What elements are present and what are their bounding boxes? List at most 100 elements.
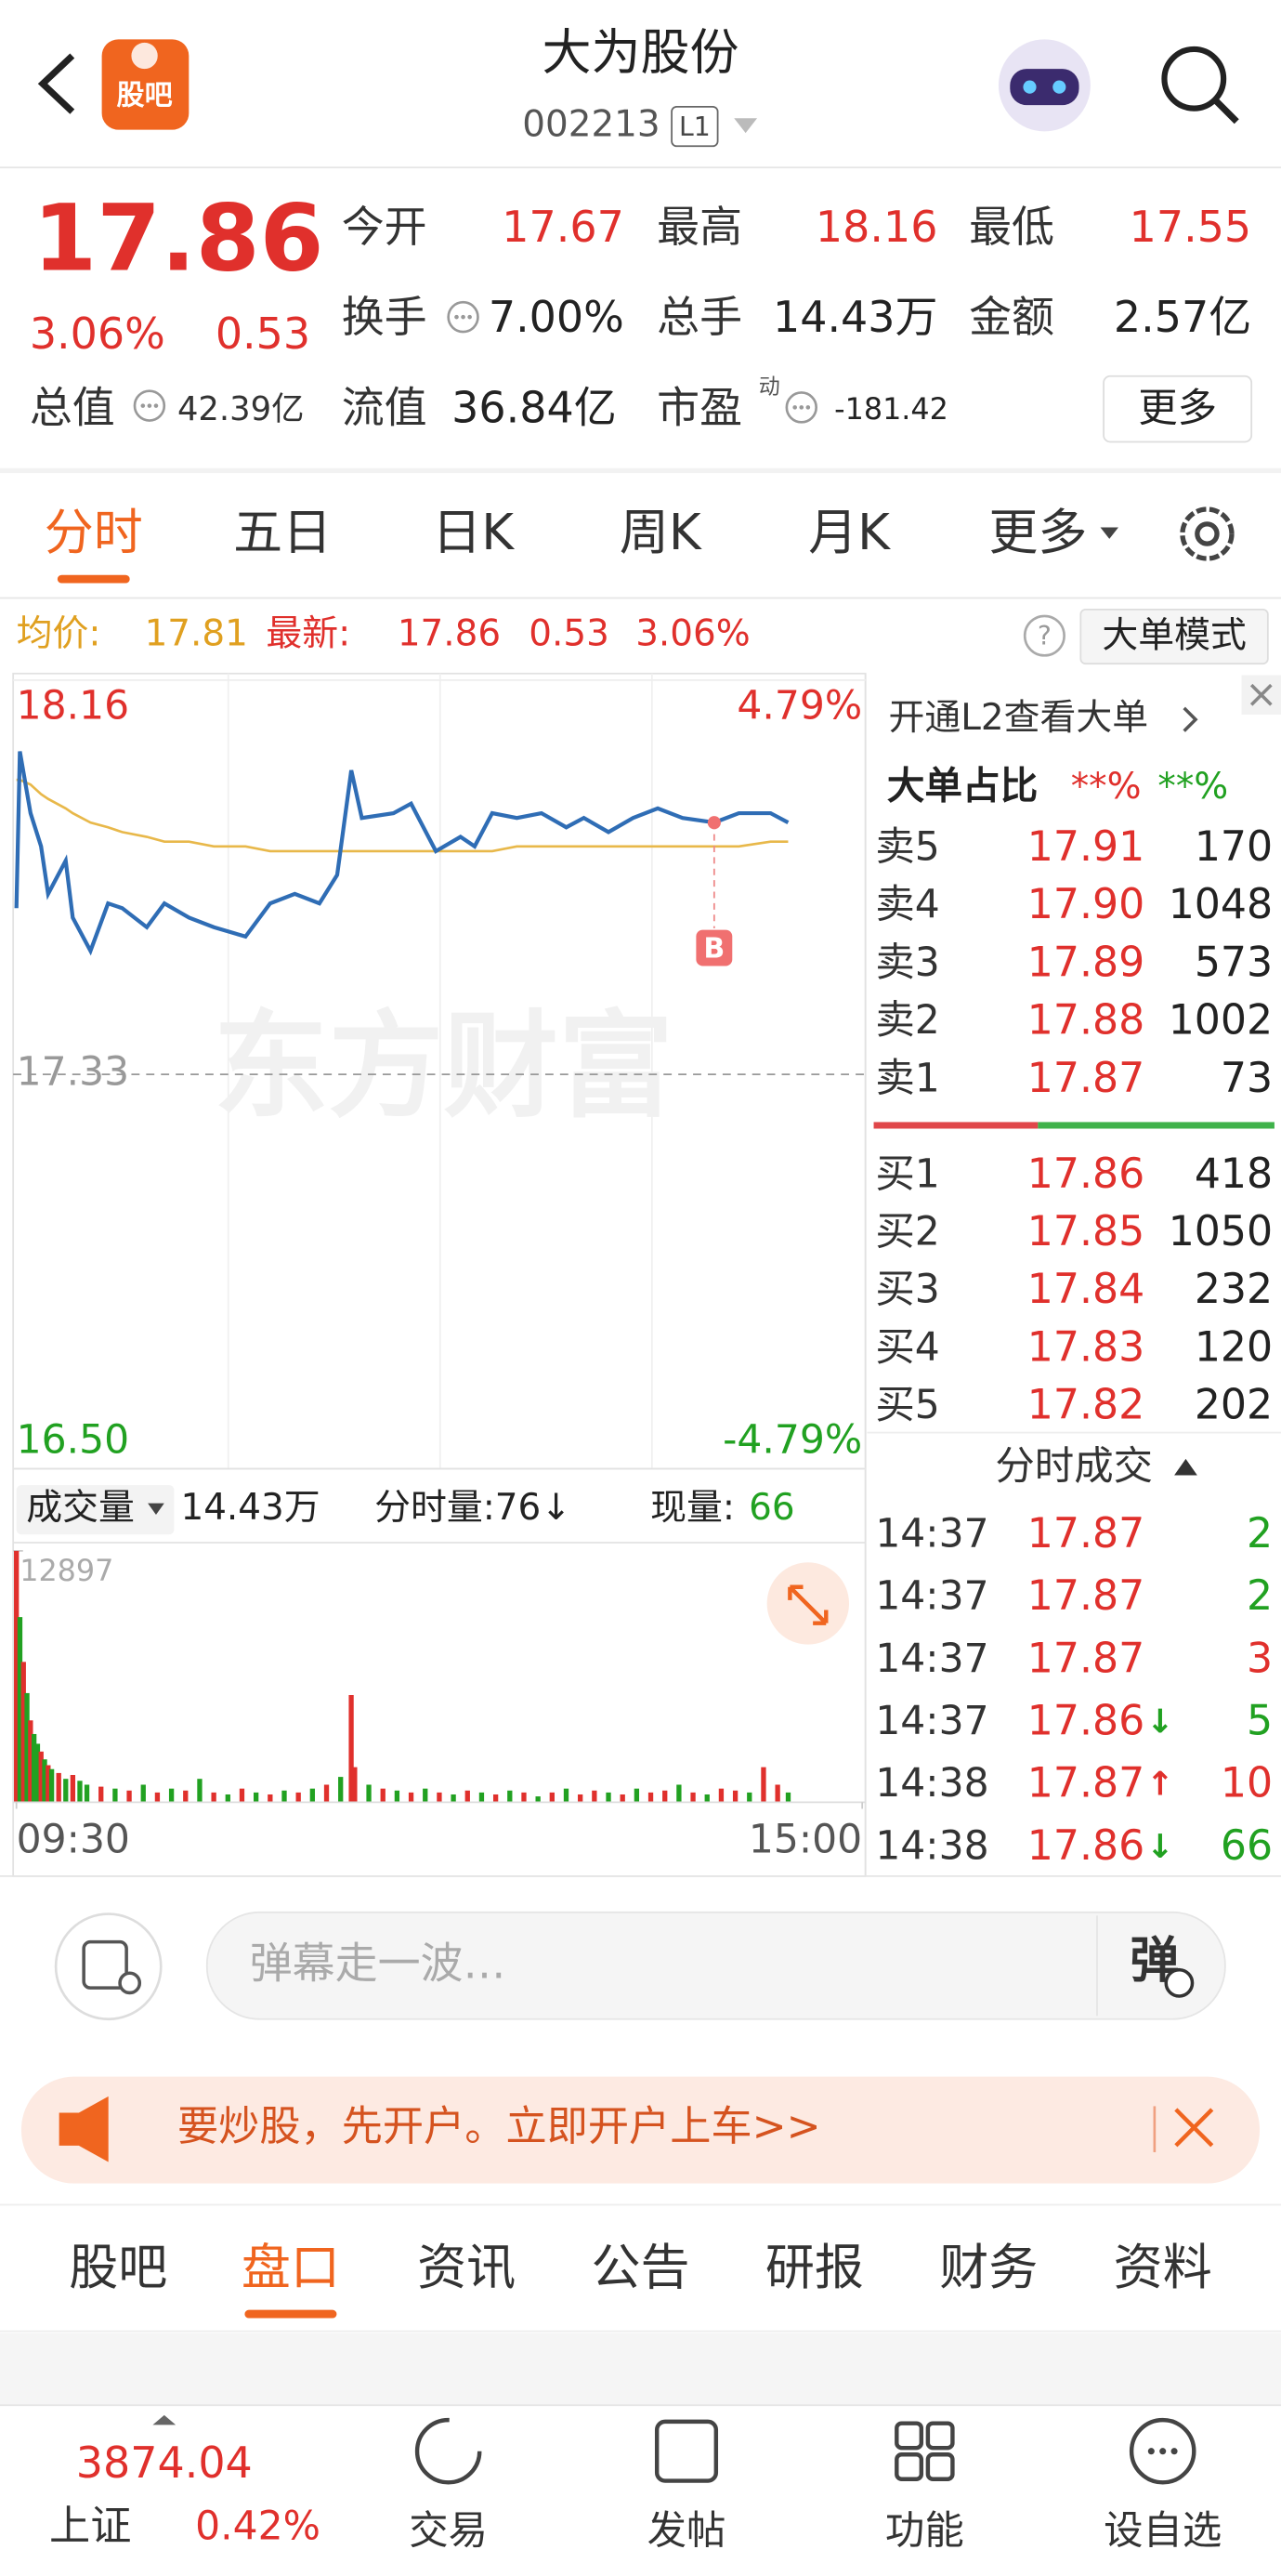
post-icon: [654, 2419, 719, 2483]
volume-bar: [183, 1790, 189, 1803]
watchlist-dot: [1147, 2448, 1155, 2455]
period-tab[interactable]: 日K: [432, 504, 515, 561]
trade-arrow: ↓: [1146, 1703, 1174, 1741]
l2-banner[interactable]: 开通L2查看大单: [888, 697, 1148, 739]
volume-dropdown: [148, 1503, 164, 1515]
book-level: 卖3: [875, 940, 939, 986]
x-tick-label: 09:30: [17, 1817, 130, 1862]
code-dropdown[interactable]: [734, 118, 758, 134]
last-pct: 3.06%: [635, 613, 751, 655]
field-value: 7.00%: [489, 292, 624, 342]
function-icon: [925, 2421, 955, 2451]
volume-bar: [338, 1777, 344, 1803]
section-tab[interactable]: 股吧: [69, 2239, 167, 2296]
search-icon[interactable]: [1161, 46, 1227, 112]
info-dot: [140, 403, 146, 408]
trades-toggle: [1174, 1458, 1197, 1476]
section-tab[interactable]: 财务: [939, 2239, 1038, 2296]
field-value: 17.67: [502, 202, 624, 252]
trade-price: 17.87: [1027, 1510, 1145, 1557]
book-volume: 418: [1195, 1150, 1273, 1198]
y2-tick-label: -4.79%: [723, 1418, 862, 1464]
danmaku-toggle[interactable]: [54, 1912, 163, 2021]
volume-bar: [464, 1790, 470, 1803]
promo-close[interactable]: [1174, 2108, 1214, 2148]
tab-dropdown: [1100, 527, 1118, 539]
volume-total: 14.43万: [180, 1487, 320, 1529]
logo-badge: [131, 42, 158, 70]
period-tab[interactable]: 五日: [233, 504, 332, 561]
book-level: 卖2: [875, 998, 939, 1044]
book-volume: 573: [1195, 939, 1273, 986]
field-value: -181.42: [834, 391, 948, 427]
more-button-text: 更多: [1138, 386, 1217, 431]
section-tab[interactable]: 公告: [591, 2239, 689, 2296]
watchlist-dot: [1170, 2448, 1178, 2455]
promo-banner[interactable]: [20, 2076, 1261, 2184]
nav-item[interactable]: 设自选: [1104, 2509, 1222, 2555]
minute-volume: 分时量:76↓: [374, 1487, 571, 1529]
book-level: 买1: [875, 1151, 939, 1197]
info-dot: [461, 314, 465, 320]
nav-item[interactable]: 功能: [885, 2509, 964, 2555]
trade-time: 14:37: [875, 1699, 988, 1744]
index-toggle[interactable]: [152, 2414, 176, 2425]
section-tab[interactable]: 研报: [765, 2239, 864, 2296]
current-volume-label: 现量:: [650, 1487, 735, 1529]
volume-selector[interactable]: [16, 1485, 175, 1535]
volume-bar: [634, 1788, 640, 1803]
field-label: 总手: [657, 292, 742, 342]
section-tab[interactable]: 资讯: [417, 2239, 516, 2296]
help-icon[interactable]: [1023, 614, 1065, 657]
settings-icon[interactable]: [1180, 506, 1235, 561]
info-dot: [792, 405, 797, 410]
comment-input[interactable]: [205, 1911, 1226, 2020]
field-value: 17.55: [1130, 202, 1252, 252]
book-ratio-red: [873, 1122, 1039, 1129]
back-button[interactable]: [37, 53, 75, 114]
period-tab[interactable]: 分时: [45, 504, 143, 561]
nav-item[interactable]: 交易: [409, 2509, 488, 2555]
volume-bar: [380, 1788, 386, 1803]
section-tab[interactable]: 资料: [1114, 2239, 1212, 2296]
x-tick-label: 15:00: [749, 1817, 862, 1862]
watchlist-dot: [1159, 2448, 1167, 2455]
period-tab[interactable]: 更多: [988, 504, 1087, 561]
index-pct: 0.42%: [195, 2504, 320, 2549]
ratio-up: **%: [1071, 766, 1142, 808]
watchlist-icon: [1129, 2417, 1196, 2485]
nav-item[interactable]: 发帖: [647, 2509, 726, 2555]
level-text: L1: [679, 112, 711, 142]
banner-chevron: [1183, 706, 1198, 732]
section-tab[interactable]: 盘口: [242, 2239, 340, 2296]
volume-bar: [20, 1662, 26, 1803]
trade-time: 14:37: [875, 1511, 988, 1557]
trade-price: 17.87: [1027, 1572, 1145, 1620]
bottom-bar: [0, 2405, 1281, 2569]
field-value: 18.16: [816, 202, 938, 252]
info-icon: [785, 391, 817, 424]
volume-bar: [34, 1743, 41, 1803]
trade-price: 17.87: [1027, 1760, 1145, 1807]
trade-time: 14:37: [875, 1636, 988, 1682]
volume-bar: [56, 1772, 61, 1803]
period-tab[interactable]: 周K: [620, 504, 702, 561]
danmaku-gear: [118, 1971, 142, 1995]
mode-button[interactable]: [1079, 608, 1269, 665]
trade-price: 17.86: [1027, 1822, 1145, 1870]
avg-line: [16, 778, 789, 853]
trade-volume: 66: [1221, 1822, 1273, 1870]
volume-bar: [423, 1788, 428, 1803]
volume-bar: [478, 1792, 485, 1803]
period-tab[interactable]: 月K: [808, 504, 891, 561]
logo[interactable]: [101, 39, 190, 130]
trade-volume: 2: [1247, 1510, 1273, 1557]
volume-bar: [348, 1695, 354, 1803]
price-line: [14, 751, 790, 956]
volume-bar: [492, 1794, 499, 1803]
more-button[interactable]: [1103, 375, 1253, 443]
mode-text: 大单模式: [1102, 614, 1247, 656]
banner-close: [1249, 683, 1273, 706]
volume-bar: [592, 1790, 597, 1803]
